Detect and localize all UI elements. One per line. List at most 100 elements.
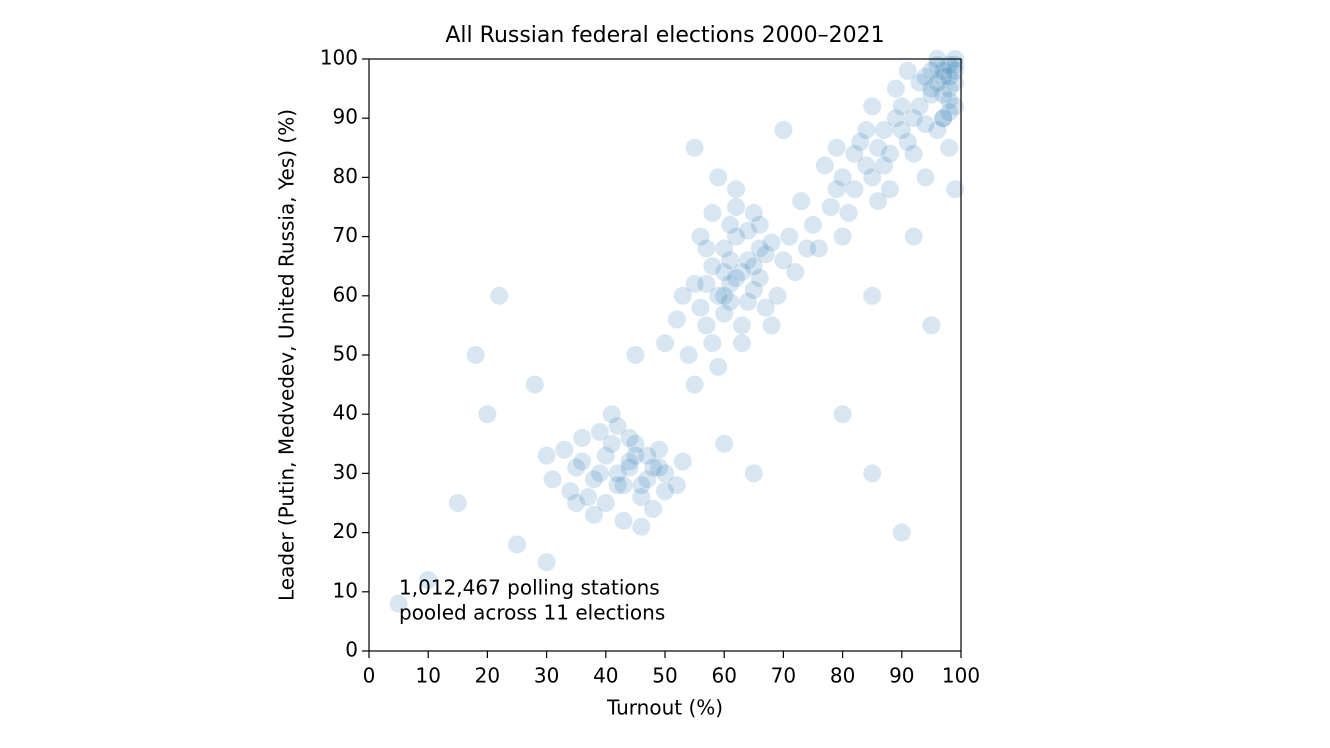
- point: [567, 458, 586, 477]
- x-tick-label: 60: [711, 664, 736, 688]
- point: [744, 203, 763, 222]
- point: [727, 269, 746, 288]
- point: [934, 67, 953, 86]
- point: [922, 316, 941, 335]
- point: [596, 446, 615, 465]
- point: [584, 505, 603, 524]
- point: [573, 452, 592, 471]
- x-tick-label: 10: [415, 664, 440, 688]
- point: [827, 138, 846, 157]
- point: [863, 464, 882, 483]
- point: [638, 446, 657, 465]
- point: [697, 239, 716, 258]
- x-tick-label: 40: [593, 664, 618, 688]
- point: [857, 121, 876, 140]
- point: [732, 316, 751, 335]
- point: [537, 553, 556, 572]
- point: [561, 482, 580, 501]
- point: [892, 523, 911, 542]
- point: [703, 334, 722, 353]
- point: [857, 156, 876, 175]
- point: [750, 215, 769, 234]
- point: [656, 334, 674, 353]
- point: [697, 316, 716, 335]
- point: [750, 269, 769, 288]
- point: [656, 482, 674, 501]
- point: [721, 215, 740, 234]
- point: [727, 180, 746, 199]
- point: [448, 494, 467, 512]
- point: [869, 192, 888, 211]
- point: [922, 85, 941, 104]
- point: [809, 239, 828, 258]
- point: [632, 488, 651, 507]
- point: [928, 55, 947, 74]
- point: [922, 61, 941, 80]
- point: [715, 434, 734, 453]
- point: [946, 73, 965, 92]
- x-tick-label: 0: [363, 664, 376, 688]
- point: [762, 233, 781, 252]
- point: [922, 79, 941, 98]
- point: [940, 55, 959, 74]
- point: [880, 144, 899, 163]
- point: [792, 192, 811, 211]
- x-tick-label: 50: [652, 664, 677, 688]
- point: [821, 198, 840, 216]
- point: [744, 280, 763, 299]
- point: [732, 334, 751, 353]
- point: [750, 239, 769, 258]
- point: [875, 156, 894, 175]
- point: [744, 257, 763, 276]
- y-tick-label: 50: [333, 342, 358, 366]
- point: [892, 121, 911, 140]
- point: [620, 458, 639, 477]
- point: [916, 168, 935, 187]
- point: [928, 121, 947, 140]
- point: [892, 97, 911, 116]
- point: [638, 470, 657, 489]
- point: [940, 103, 959, 122]
- point: [804, 215, 822, 234]
- point: [567, 494, 586, 512]
- point: [602, 405, 621, 424]
- point: [715, 286, 734, 305]
- point: [602, 434, 621, 453]
- point: [774, 121, 793, 140]
- point: [667, 310, 686, 329]
- point: [620, 452, 639, 471]
- point: [626, 446, 645, 465]
- point: [738, 221, 757, 240]
- point: [709, 286, 728, 305]
- point: [762, 316, 781, 335]
- point: [715, 304, 734, 323]
- point: [543, 470, 562, 489]
- point: [851, 132, 870, 151]
- point: [940, 138, 959, 157]
- point: [946, 61, 965, 80]
- point: [934, 85, 953, 104]
- y-tick-label: 60: [333, 282, 358, 306]
- point: [738, 251, 757, 270]
- point: [573, 428, 592, 447]
- point: [738, 292, 757, 311]
- point: [786, 263, 805, 282]
- point: [934, 61, 953, 80]
- point: [667, 476, 686, 495]
- point: [709, 357, 728, 376]
- point: [650, 458, 669, 477]
- point: [685, 375, 704, 394]
- point: [904, 227, 923, 246]
- y-tick-label: 90: [333, 105, 358, 129]
- point: [940, 67, 959, 86]
- point: [756, 298, 775, 317]
- point: [946, 97, 965, 116]
- point: [946, 180, 965, 199]
- point: [590, 464, 609, 483]
- point: [685, 138, 704, 157]
- point: [709, 168, 728, 187]
- point: [934, 109, 953, 128]
- y-tick-label: 80: [333, 164, 358, 188]
- x-tick-label: 90: [889, 664, 914, 688]
- point: [863, 286, 882, 305]
